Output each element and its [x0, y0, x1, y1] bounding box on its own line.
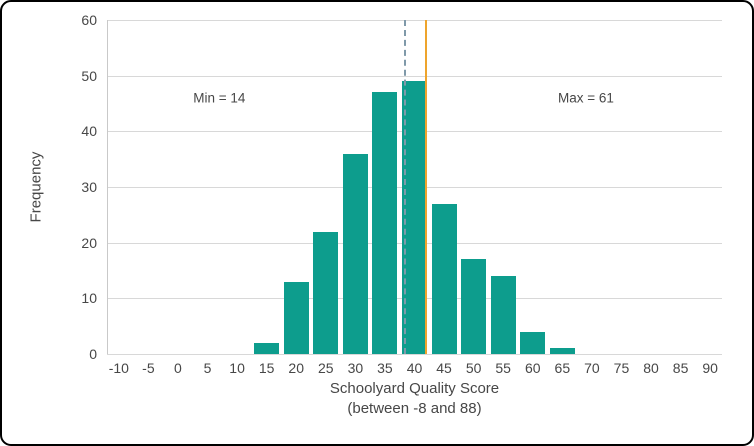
y-tick-label: 10: [81, 290, 97, 307]
x-tick-label: 50: [465, 360, 482, 376]
histogram-bar: [490, 276, 516, 354]
x-tick-label: 5: [203, 360, 212, 376]
x-tick-label: 0: [174, 360, 182, 376]
x-tick-label: 20: [288, 360, 305, 376]
max-annotation: Max = 61: [558, 90, 614, 106]
x-tick-label: 80: [643, 360, 659, 376]
x-tick-label: 25: [318, 360, 334, 376]
plot-area: Min = 14 Max = 61: [107, 20, 722, 355]
x-tick-label: 85: [672, 360, 689, 376]
y-tick-label: 50: [81, 67, 97, 84]
x-tick-label: 40: [406, 360, 423, 376]
x-tick-label: 60: [524, 360, 541, 376]
histogram-bar: [342, 153, 368, 354]
histogram-bar: [254, 342, 280, 354]
y-axis-line: [107, 20, 108, 354]
y-tick-label: 20: [81, 234, 97, 251]
y-axis-tick-labels: 0 10 20 30 40 50 60: [55, 12, 97, 362]
x-axis-title-line1: Schoolyard Quality Score: [329, 380, 500, 397]
histogram-bar: [549, 348, 575, 354]
y-tick-label: 40: [81, 123, 97, 140]
histogram-bar: [313, 231, 339, 354]
orange-reference-line: [424, 20, 427, 354]
x-tick-label: 75: [613, 360, 630, 376]
x-tick-label: 55: [495, 360, 511, 376]
y-tick-label: 0: [89, 346, 97, 362]
gridline: [107, 75, 722, 77]
x-tick-label: 10: [229, 360, 245, 376]
x-tick-label: 90: [702, 360, 718, 376]
x-axis-tick-labels: -10 -5 0 5 10 15 20 25 30 35 40 45 50 55 60 65 70 75 80 85 9…: [107, 360, 722, 378]
x-tick-label: -5: [142, 360, 155, 376]
x-tick-label: 15: [258, 360, 275, 376]
x-axis-title: Schoolyard Quality Score (between -8 and…: [107, 379, 722, 419]
min-annotation: Min = 14: [193, 90, 246, 106]
histogram-bar: [401, 81, 428, 354]
x-tick-label: 65: [554, 360, 571, 376]
histogram-bar: [431, 203, 457, 354]
y-tick-label: 60: [81, 12, 97, 28]
histogram-bar: [372, 92, 398, 354]
histogram-bar: [461, 259, 487, 354]
y-axis-title: Frequency: [27, 151, 45, 223]
y-tick-label: 30: [81, 179, 97, 195]
x-tick-label: 35: [377, 360, 393, 376]
x-axis-title-line2: (between -8 and 88): [347, 400, 482, 417]
x-tick-label: 70: [584, 360, 600, 376]
x-tick-label: 45: [436, 360, 452, 376]
x-tick-label: 30: [347, 360, 364, 376]
dashed-reference-line: [404, 20, 407, 354]
x-tick-label: -10: [108, 360, 129, 376]
x-axis-line: [107, 354, 722, 355]
gridline: [107, 20, 722, 21]
histogram-bar: [520, 331, 546, 354]
histogram-bar: [283, 281, 309, 354]
